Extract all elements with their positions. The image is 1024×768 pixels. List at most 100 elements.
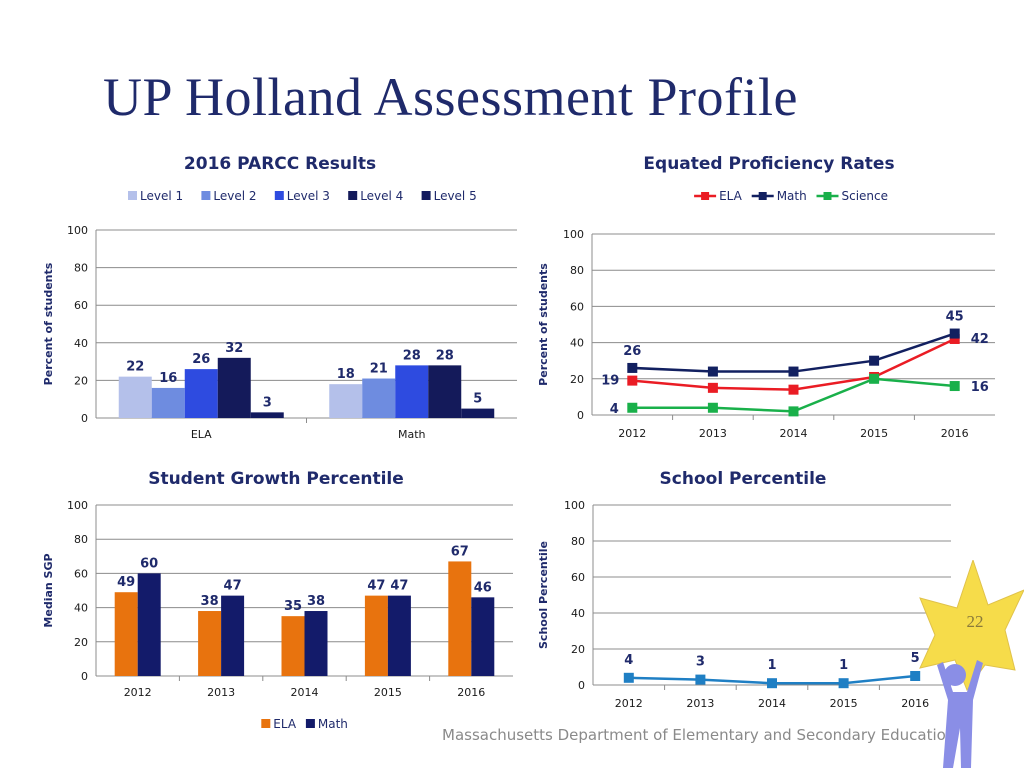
legend-label: ELA — [719, 189, 743, 203]
data-label: 16 — [159, 371, 177, 386]
data-label: 42 — [971, 332, 989, 347]
y-tick-label: 0 — [578, 679, 585, 692]
bar-math — [387, 595, 411, 676]
point-school-percentile — [910, 671, 921, 681]
point-science — [949, 381, 960, 392]
legend-item-ela: ELA — [694, 189, 743, 203]
legend-swatch — [274, 191, 284, 200]
chart-title: School Percentile — [660, 469, 827, 489]
data-label: 38 — [201, 594, 219, 609]
y-tick-label: 60 — [571, 571, 585, 584]
x-tick-label: 2015 — [830, 697, 858, 710]
data-label: 18 — [337, 367, 355, 382]
data-label: 22 — [126, 360, 144, 375]
y-tick-label: 40 — [74, 337, 88, 350]
point-science — [788, 406, 799, 417]
legend-label: Level 1 — [140, 189, 183, 203]
bar-level-1 — [118, 376, 152, 418]
legend-marker — [701, 192, 710, 200]
data-label: 26 — [623, 344, 641, 359]
bar-math — [304, 611, 328, 676]
y-tick-label: 40 — [74, 602, 88, 615]
bar-level-2 — [362, 378, 396, 418]
equated-proficiency-svg: Equated Proficiency Rates 0 20 40 60 80 100 Per… — [537, 154, 995, 440]
x-tick-label: 2012 — [615, 697, 643, 710]
point-math — [869, 355, 880, 366]
x-tick-label: 2014 — [780, 427, 808, 440]
y-tick-label: 80 — [74, 533, 88, 546]
legend-item-science: Science — [816, 189, 888, 203]
page-number: 22 — [967, 612, 984, 631]
legend-item-level-2: Level 2 — [201, 189, 257, 203]
point-school-percentile — [767, 678, 777, 689]
data-label: 38 — [307, 594, 325, 609]
point-math — [627, 362, 638, 373]
legend-swatch — [421, 191, 431, 200]
x-tick-label: 2013 — [207, 686, 235, 699]
y-tick-label: 100 — [67, 499, 88, 512]
figure-icon — [937, 660, 983, 768]
data-label: 5 — [911, 651, 920, 666]
data-label: 4 — [610, 402, 619, 417]
point-science — [627, 402, 638, 413]
x-tick-label: 2014 — [291, 686, 319, 699]
bar-level-2 — [151, 387, 185, 418]
bar-ela — [114, 592, 138, 676]
y-tick-label: 0 — [577, 409, 584, 422]
bar-level-5 — [250, 412, 284, 418]
y-tick-label: 80 — [74, 262, 88, 275]
y-axis-label: School Percentile — [537, 541, 550, 649]
y-tick-label: 0 — [81, 412, 88, 425]
legend-swatch — [261, 719, 271, 728]
data-label: 47 — [367, 579, 385, 594]
line-math — [632, 332, 956, 373]
point-math — [788, 366, 799, 377]
x-tick-label: 2013 — [699, 427, 727, 440]
point-math — [707, 366, 718, 377]
x-tick-label: 2016 — [901, 697, 929, 710]
chart-title: 2016 PARCC Results — [184, 154, 376, 174]
bar-level-5 — [461, 408, 495, 418]
y-tick-label: 100 — [67, 224, 88, 237]
data-label: 46 — [474, 580, 492, 595]
data-label: 16 — [971, 380, 989, 395]
bar-ela — [281, 616, 305, 676]
student-growth-percentile-svg: Student Growth Percentile 0 20 40 60 80 100 Med… — [42, 469, 513, 731]
x-tick-label: 2012 — [618, 427, 646, 440]
data-label: 47 — [224, 579, 242, 594]
point-school-percentile — [623, 672, 634, 683]
y-tick-label: 20 — [74, 636, 88, 649]
y-tick-label: 60 — [74, 299, 88, 312]
x-tick-label: 2016 — [941, 427, 969, 440]
y-tick-label: 80 — [570, 264, 584, 277]
legend-item-level-4: Level 4 — [348, 189, 403, 203]
x-tick-label: Math — [398, 428, 426, 441]
x-tick-label: 2013 — [686, 697, 714, 710]
star-icon — [919, 560, 1024, 692]
y-tick-label: 20 — [571, 643, 585, 656]
slide-title: UP Holland Assessment Profile — [103, 67, 798, 127]
y-axis-label: Median SGP — [42, 553, 55, 627]
legend-label: ELA — [273, 717, 297, 731]
parcc-results-chart: 2016 PARCC Results 0 20 40 60 80 100 Percent of… — [40, 148, 520, 448]
legend-swatch — [128, 191, 137, 200]
data-label: 21 — [370, 362, 388, 377]
data-label: 3 — [696, 655, 705, 670]
bar-level-1 — [329, 384, 363, 418]
legend-swatch — [348, 191, 358, 200]
y-tick-label: 100 — [564, 499, 585, 512]
data-label: 26 — [192, 352, 210, 367]
x-tick-label: 2012 — [124, 686, 152, 699]
legend-item-level-1: Level 1 — [128, 189, 183, 203]
data-label: 47 — [390, 579, 408, 594]
data-label: 60 — [140, 556, 158, 571]
point-school-percentile — [838, 678, 849, 689]
legend-marker — [758, 192, 767, 200]
bar-level-3 — [395, 365, 429, 418]
x-tick-label: 2015 — [374, 686, 402, 699]
legend-item-level-3: Level 3 — [274, 189, 330, 203]
y-axis-label: Percent of students — [42, 262, 55, 385]
bar-math — [471, 597, 495, 676]
page-number-badge: 22 — [919, 560, 1024, 768]
point-ela — [949, 333, 960, 344]
